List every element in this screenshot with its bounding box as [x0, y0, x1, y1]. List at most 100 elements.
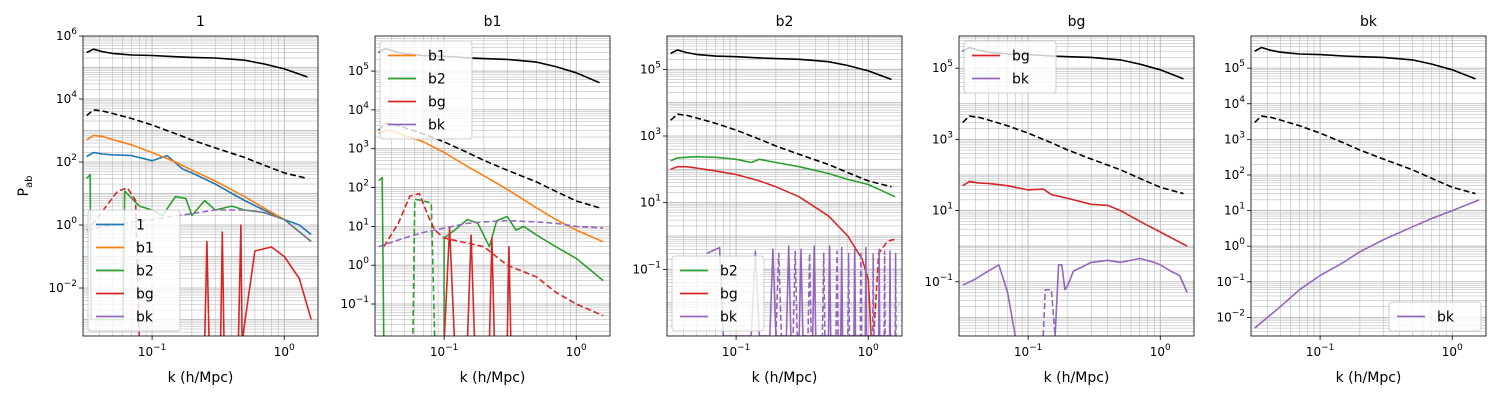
series-line-b2-dashed [412, 198, 436, 336]
series-group [1254, 46, 1480, 329]
series-line-bg [962, 180, 1188, 247]
panel-title: bg [1068, 14, 1086, 30]
x-tick-label: 10−1 [430, 343, 459, 359]
y-axis-label: Pab [16, 176, 35, 197]
legend-label-bk: bk [1012, 72, 1030, 88]
series-line-reference [86, 48, 308, 78]
panel-2: 10−1 100 10−1 100 101 102 103 104 105 b1 k (h/Mpc)… [340, 14, 611, 386]
x-axis-label: k (h/Mpc) [1336, 370, 1402, 386]
legend-label-bg: bg [428, 95, 446, 111]
y-tick-label: 103 [640, 127, 661, 143]
series-line-bg [443, 227, 512, 336]
plot-frame [82, 35, 319, 337]
x-tick-label: 100 [566, 343, 587, 359]
legend-label-b1: b1 [136, 241, 154, 257]
y-tick-label: 10−2 [48, 279, 77, 295]
y-tick-label: 100 [1224, 237, 1245, 253]
x-axis-label: k (h/Mpc) [168, 370, 234, 386]
y-tick-label: 101 [1224, 202, 1245, 218]
y-tick-label: 10−1 [924, 273, 953, 289]
legend-box [1388, 301, 1482, 332]
y-tick-label: 10−1 [632, 260, 661, 276]
legend-label-b1: b1 [428, 49, 446, 65]
legend-label-bk: bk [136, 310, 154, 326]
legend-label-bg: bg [136, 287, 154, 303]
y-tick-label: 105 [348, 62, 369, 78]
series-line-reference-dashed [962, 115, 1184, 195]
legend-label-b2: b2 [720, 264, 738, 280]
legend: b1 b2 bg bk [379, 40, 473, 140]
series-line-bg [204, 224, 312, 336]
y-tick-label: 10−1 [1216, 273, 1245, 289]
y-tick-label: 104 [1224, 95, 1245, 111]
series-line-bk [962, 264, 1017, 336]
series-line-b2 [378, 176, 604, 336]
y-tick-label: 10−1 [340, 295, 369, 311]
y-tick-label: 101 [640, 194, 661, 210]
plot-frame [958, 35, 1195, 337]
legend: b2 bg bk [671, 255, 765, 332]
x-axis-label: k (h/Mpc) [460, 370, 526, 386]
panels: 10−1 100 10−2 100 102 104 106 1 k (h/Mpc) 1 b1 b2 bg… [48, 14, 1487, 386]
y-tick-label: 102 [348, 179, 369, 195]
series-group [670, 49, 897, 336]
legend-label-bk: bk [720, 310, 738, 326]
y-tick-label: 104 [348, 101, 369, 117]
panel-4: 10−1 100 10−1 101 103 105 bg k (h/Mpc) bg bk [924, 14, 1195, 386]
series-line-reference-dashed [86, 109, 308, 180]
series-line-bk-dashed [1042, 288, 1056, 336]
series-line-reference-dashed [1254, 115, 1476, 195]
x-tick-label: 100 [1150, 343, 1171, 359]
legend-label-bg: bg [720, 287, 738, 303]
panel-title: 1 [196, 14, 205, 30]
legend-label-b2: b2 [136, 264, 154, 280]
y-tick-label: 102 [56, 153, 77, 169]
series-line-bg-dashed [383, 192, 604, 317]
panel-title: b2 [776, 14, 794, 30]
legend: bk [1388, 301, 1482, 332]
legend: bg bk [963, 40, 1057, 94]
y-tick-label: 106 [56, 27, 77, 43]
legend-box [963, 40, 1057, 94]
y-tick-label: 102 [1224, 166, 1245, 182]
legend-label-bk: bk [428, 118, 446, 134]
x-tick-label: 100 [1442, 343, 1463, 359]
x-tick-label: 10−1 [1014, 343, 1043, 359]
legend-label-bg: bg [1012, 49, 1030, 65]
y-tick-label: 103 [932, 130, 953, 146]
y-axis-label-subscript: ab [24, 176, 35, 188]
series-line-bk-dashed [775, 250, 897, 336]
legend-label-bk: bk [1437, 310, 1455, 326]
legend: 1 b1 b2 bg bk [87, 209, 181, 332]
x-tick-label: 10−1 [1306, 343, 1335, 359]
x-tick-label: 10−1 [138, 343, 167, 359]
x-tick-label: 100 [858, 343, 879, 359]
x-axis-label: k (h/Mpc) [752, 370, 818, 386]
series-line-bk [1254, 199, 1480, 329]
x-tick-label: 10−1 [722, 343, 751, 359]
panel-5: 10−1 100 10−2 10−1 100 101 102 103 104 105 bk k (h/… [1216, 14, 1487, 386]
panel-title: b1 [484, 14, 502, 30]
series-line-bg-dashed [872, 238, 896, 336]
y-tick-label: 101 [348, 217, 369, 233]
y-tick-label: 105 [1224, 59, 1245, 75]
x-tick-label: 100 [274, 343, 295, 359]
plot-frame [666, 35, 903, 337]
y-tick-label: 105 [932, 59, 953, 75]
panel-title: bk [1360, 14, 1378, 30]
series-line-reference [670, 49, 892, 81]
plot-frame [374, 35, 611, 337]
plot-frame [1250, 35, 1487, 337]
legend-box [87, 209, 181, 332]
y-tick-label: 103 [1224, 130, 1245, 146]
y-tick-label: 100 [348, 256, 369, 272]
series-line-bk [1054, 257, 1188, 336]
legend-box [379, 40, 473, 140]
svg-text:Pab: Pab [16, 176, 35, 197]
grid [1251, 36, 1486, 336]
y-tick-label: 10−2 [1216, 308, 1245, 324]
series-line-bg [670, 165, 872, 336]
legend-label-1: 1 [136, 218, 145, 234]
series-line-reference-dashed [670, 113, 892, 188]
